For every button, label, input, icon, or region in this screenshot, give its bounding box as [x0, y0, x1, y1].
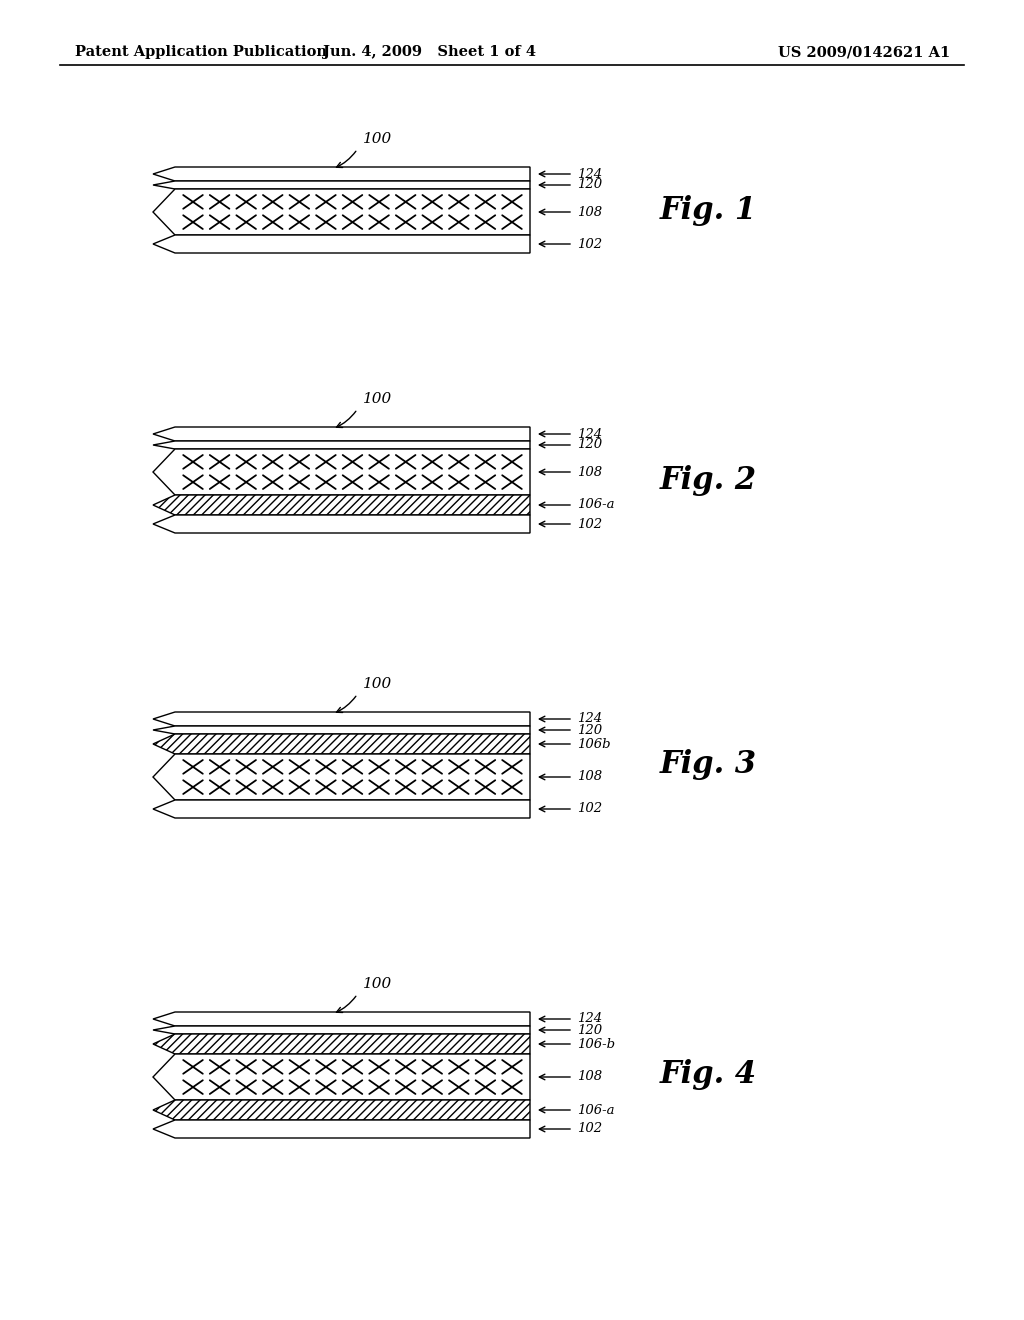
Text: 124: 124 [577, 168, 602, 181]
Polygon shape [153, 426, 530, 441]
Text: 120: 120 [577, 1023, 602, 1036]
Polygon shape [153, 1026, 530, 1034]
Polygon shape [153, 711, 530, 726]
Polygon shape [153, 441, 530, 449]
Text: 102: 102 [577, 803, 602, 816]
Text: 108: 108 [577, 771, 602, 784]
Text: 120: 120 [577, 438, 602, 451]
Text: 100: 100 [362, 392, 392, 407]
Text: 102: 102 [577, 1122, 602, 1135]
Text: 106b: 106b [577, 738, 610, 751]
Text: 124: 124 [577, 1012, 602, 1026]
Polygon shape [153, 168, 530, 181]
Polygon shape [153, 495, 530, 515]
Text: 106-a: 106-a [577, 1104, 614, 1117]
Polygon shape [153, 1119, 530, 1138]
Text: 108: 108 [577, 206, 602, 219]
Polygon shape [153, 1034, 530, 1053]
Polygon shape [153, 754, 530, 800]
Text: 100: 100 [362, 977, 392, 991]
Text: 124: 124 [577, 713, 602, 726]
Polygon shape [153, 734, 530, 754]
Text: Jun. 4, 2009   Sheet 1 of 4: Jun. 4, 2009 Sheet 1 of 4 [324, 45, 537, 59]
Polygon shape [153, 449, 530, 495]
Text: 108: 108 [577, 1071, 602, 1084]
Polygon shape [153, 1100, 530, 1119]
Text: 100: 100 [362, 677, 392, 690]
Polygon shape [153, 1053, 530, 1100]
Text: 124: 124 [577, 428, 602, 441]
Polygon shape [153, 235, 530, 253]
Text: Patent Application Publication: Patent Application Publication [75, 45, 327, 59]
Text: 106-a: 106-a [577, 499, 614, 511]
Text: 108: 108 [577, 466, 602, 479]
Polygon shape [153, 181, 530, 189]
Polygon shape [153, 726, 530, 734]
Text: Fig. 4: Fig. 4 [660, 1060, 757, 1090]
Text: Fig. 1: Fig. 1 [660, 194, 757, 226]
Polygon shape [153, 515, 530, 533]
Polygon shape [153, 1012, 530, 1026]
Polygon shape [153, 800, 530, 818]
Text: 120: 120 [577, 723, 602, 737]
Text: 102: 102 [577, 238, 602, 251]
Text: Fig. 3: Fig. 3 [660, 750, 757, 780]
Text: US 2009/0142621 A1: US 2009/0142621 A1 [778, 45, 950, 59]
Text: 102: 102 [577, 517, 602, 531]
Text: 120: 120 [577, 178, 602, 191]
Text: 100: 100 [362, 132, 392, 147]
Polygon shape [153, 189, 530, 235]
Text: 106-b: 106-b [577, 1038, 615, 1051]
Text: Fig. 2: Fig. 2 [660, 465, 757, 495]
